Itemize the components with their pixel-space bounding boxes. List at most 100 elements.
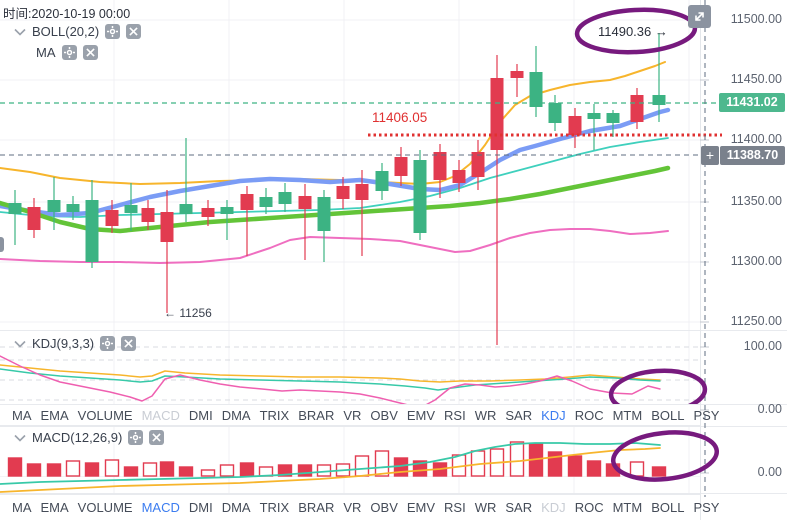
ma-indicator-label: MA xyxy=(36,45,56,60)
macd-settings-button[interactable] xyxy=(128,430,144,445)
macd-histogram-bar xyxy=(374,450,390,477)
tab-rsi[interactable]: RSI xyxy=(444,499,466,515)
candle-body xyxy=(141,208,155,222)
macd-histogram-bar xyxy=(123,466,139,477)
tab-roc[interactable]: ROC xyxy=(574,499,604,515)
tab-macd[interactable]: MACD xyxy=(141,407,180,423)
tab-wr[interactable]: WR xyxy=(474,499,497,515)
macd-histogram-bar xyxy=(629,461,645,477)
candle-body xyxy=(201,208,215,217)
candle-body xyxy=(452,170,466,183)
macd-histogram-bar xyxy=(239,462,255,477)
tab-macd[interactable]: MACD xyxy=(141,499,180,515)
tab-volume[interactable]: VOLUME xyxy=(77,499,133,515)
tab-kdj[interactable]: KDJ xyxy=(541,499,566,515)
ma-close-button[interactable] xyxy=(82,45,98,60)
kdj-close-button[interactable] xyxy=(121,336,137,351)
tab-trix[interactable]: TRIX xyxy=(259,407,290,423)
kdj-indicator-tabbar: MA EMA VOLUME MACD DMI DMA TRIX BRAR VR OBV EMV RSI… xyxy=(0,404,719,426)
tab-sar[interactable]: SAR xyxy=(505,499,533,515)
candle-body xyxy=(259,197,273,207)
tab-ema[interactable]: EMA xyxy=(40,407,69,423)
macd-histogram-bar xyxy=(509,441,525,477)
tab-dma[interactable]: DMA xyxy=(221,407,251,423)
macd-histogram-bar xyxy=(354,455,370,477)
chevron-down-icon[interactable] xyxy=(14,434,26,442)
tab-roc[interactable]: ROC xyxy=(574,407,604,423)
tab-psy[interactable]: PSY xyxy=(693,407,720,423)
tab-dma[interactable]: DMA xyxy=(221,499,251,515)
resistance-price-annotation: 11406.05 xyxy=(372,110,428,125)
high-price-annotation: 11490.36 → xyxy=(598,24,668,39)
boll-settings-button[interactable] xyxy=(105,24,121,39)
tab-volume[interactable]: VOLUME xyxy=(77,407,133,423)
crosshair-add-button[interactable]: + xyxy=(701,146,719,165)
expand-icon xyxy=(695,12,704,21)
chevron-down-icon[interactable] xyxy=(14,340,26,348)
tab-brar[interactable]: BRAR xyxy=(298,499,335,515)
boll-indicator-label: BOLL(20,2) xyxy=(32,24,100,39)
tab-mtm[interactable]: MTM xyxy=(612,499,643,515)
close-icon xyxy=(152,433,161,442)
macd-histogram-bar xyxy=(277,464,293,477)
tab-ma[interactable]: MA xyxy=(12,407,32,423)
chevron-down-icon[interactable] xyxy=(14,28,26,36)
close-icon xyxy=(124,339,133,348)
gear-icon xyxy=(107,26,119,37)
candle-body xyxy=(85,200,99,262)
tab-dmi[interactable]: DMI xyxy=(188,407,213,423)
candle-body xyxy=(47,200,61,212)
macd-histogram-bar xyxy=(651,466,667,477)
kdj-settings-button[interactable] xyxy=(100,336,116,351)
tab-rsi[interactable]: RSI xyxy=(444,407,466,423)
candle-body xyxy=(606,113,620,123)
tab-dmi[interactable]: DMI xyxy=(188,499,213,515)
tab-kdj[interactable]: KDJ xyxy=(541,407,566,423)
tab-trix[interactable]: TRIX xyxy=(259,499,290,515)
tab-emv[interactable]: EMV xyxy=(406,499,436,515)
candle-body xyxy=(413,160,427,233)
tab-vr[interactable]: VR xyxy=(343,499,362,515)
candle-body xyxy=(105,210,119,226)
macd-indicator-label: MACD(12,26,9) xyxy=(32,430,123,445)
tab-emv[interactable]: EMV xyxy=(406,407,436,423)
boll-close-button[interactable] xyxy=(126,24,142,39)
crosshair-price-badge: 11388.70 xyxy=(720,146,785,165)
candle-body xyxy=(394,157,408,176)
price-axis-label: 11500.00 xyxy=(730,12,782,26)
tab-ema[interactable]: EMA xyxy=(40,499,69,515)
fullscreen-button[interactable] xyxy=(688,5,711,28)
kdj-indicator-label: KDJ(9,3,3) xyxy=(32,336,95,351)
candle-body xyxy=(490,78,504,150)
tab-psy[interactable]: PSY xyxy=(693,499,720,515)
tab-brar[interactable]: BRAR xyxy=(298,407,335,423)
candle-body xyxy=(510,71,524,78)
ma-settings-button[interactable] xyxy=(61,45,77,60)
tab-boll[interactable]: BOLL xyxy=(651,407,685,423)
price-axis-label: 11450.00 xyxy=(730,72,782,86)
tab-mtm[interactable]: MTM xyxy=(612,407,643,423)
macd-close-button[interactable] xyxy=(149,430,165,445)
close-icon xyxy=(129,27,138,36)
candles xyxy=(8,33,666,345)
overlay-ma-boll-lines xyxy=(0,61,671,264)
tab-obv[interactable]: OBV xyxy=(370,407,398,423)
candle-body xyxy=(375,171,389,191)
macd-histogram-bar xyxy=(7,457,23,477)
candle-body xyxy=(336,186,350,199)
candle-body xyxy=(8,203,22,214)
kdj-axis-label: 100.00 xyxy=(743,339,782,353)
tab-obv[interactable]: OBV xyxy=(370,499,398,515)
price-axis-label: 11250.00 xyxy=(730,314,782,328)
candle-body xyxy=(124,205,138,213)
macd-histogram-bar xyxy=(567,455,583,477)
macd-histogram-bar xyxy=(142,462,158,477)
tab-sar[interactable]: SAR xyxy=(505,407,533,423)
tab-wr[interactable]: WR xyxy=(474,407,497,423)
tab-vr[interactable]: VR xyxy=(343,407,362,423)
crosshair-time-label: 时间:2020-10-19 00:00 xyxy=(3,7,131,21)
tab-ma[interactable]: MA xyxy=(12,499,32,515)
tab-boll[interactable]: BOLL xyxy=(651,499,685,515)
left-edge-handle[interactable] xyxy=(0,237,4,252)
